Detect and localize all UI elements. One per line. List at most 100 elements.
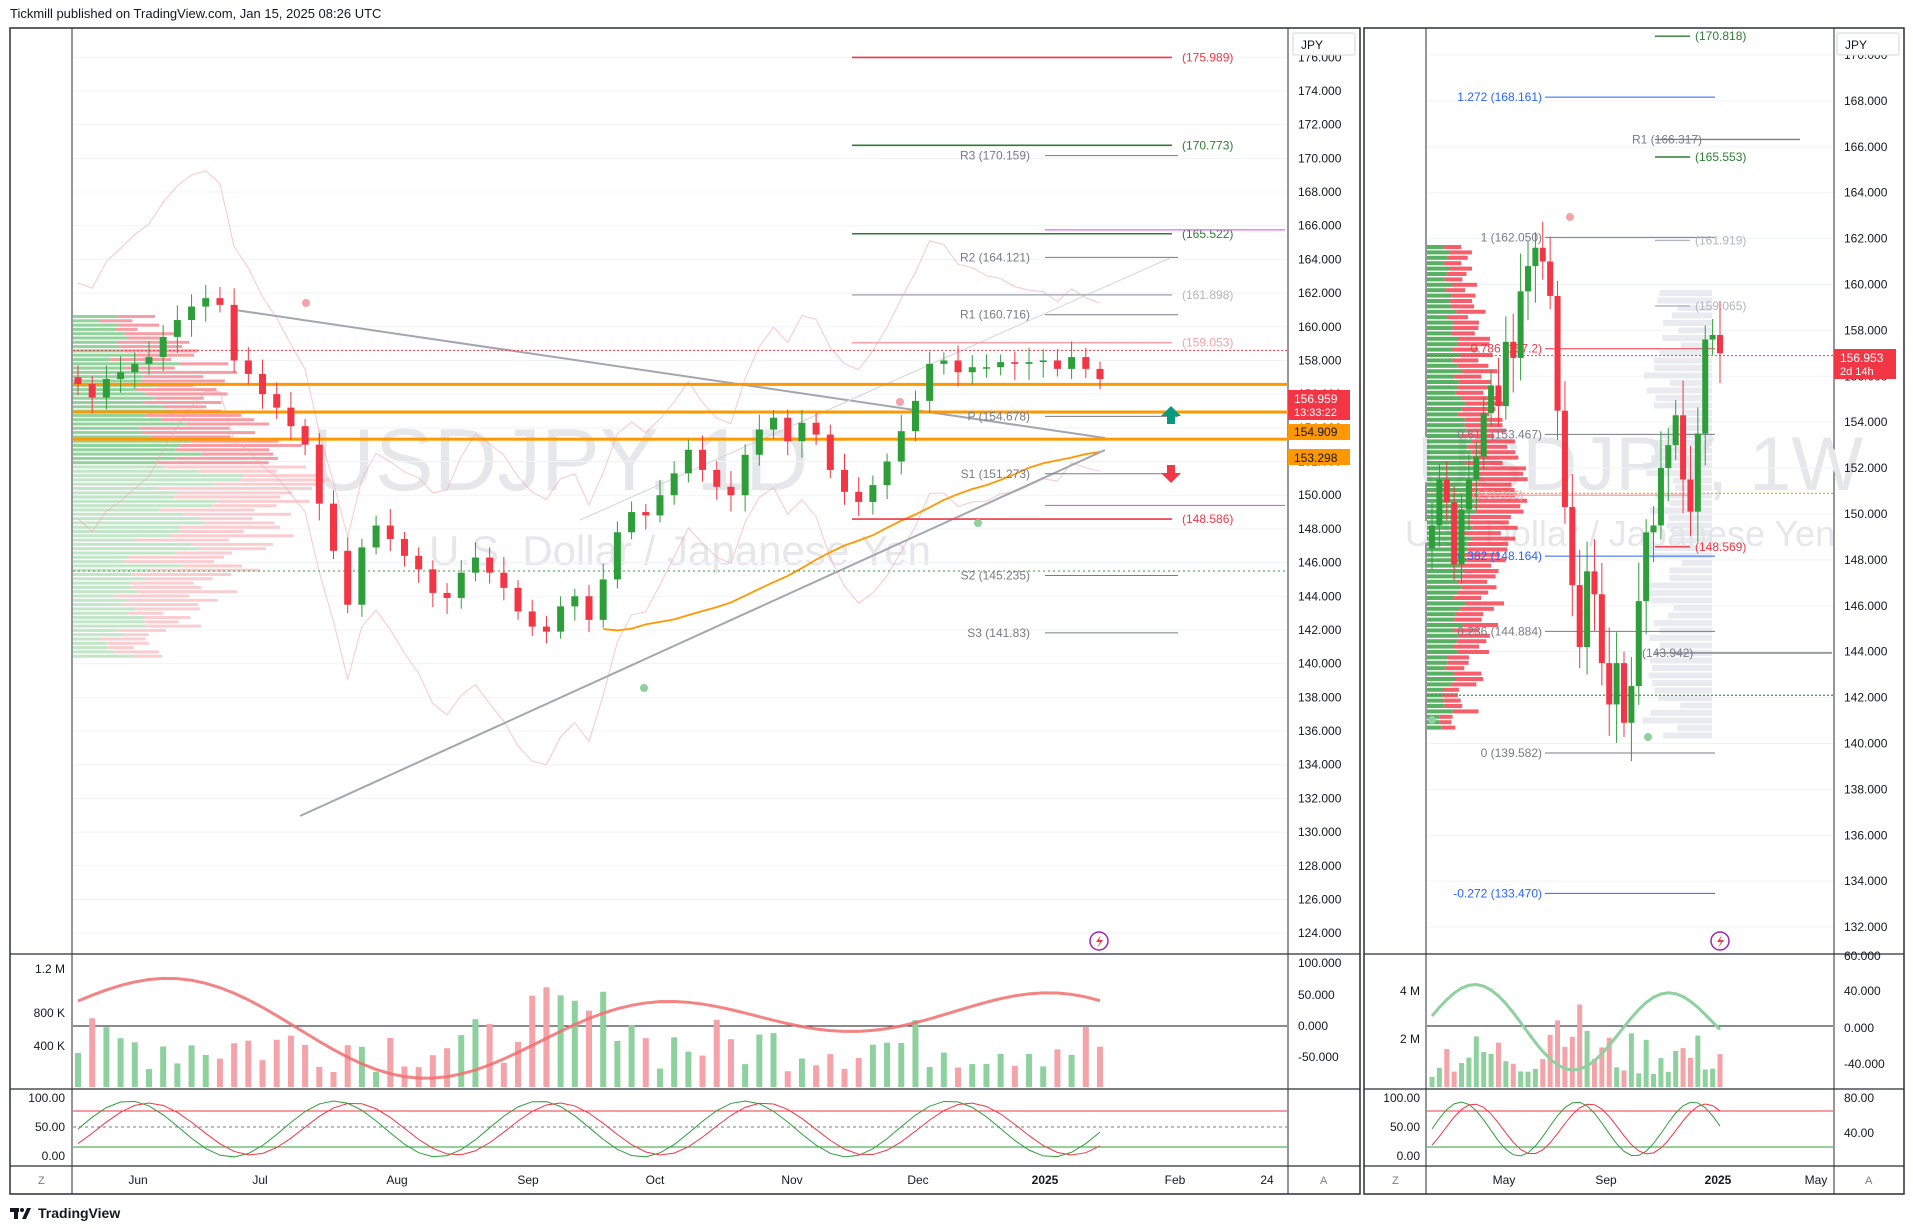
left-orange-zone <box>73 437 1288 441</box>
left-vp-bar-up <box>73 474 245 478</box>
right-vp-grey-bar <box>1657 297 1712 304</box>
right-y-tick: 138.000 <box>1844 782 1888 796</box>
left-candle-body <box>287 407 295 427</box>
right-auto-button[interactable]: A <box>1865 1175 1873 1187</box>
left-vp-bar-down <box>131 573 232 576</box>
right-volume-bar <box>1562 1046 1568 1087</box>
right-fib-label: 0.382 (148.164) <box>1457 549 1542 563</box>
left-volume-bar <box>1068 1054 1075 1087</box>
right-vp-bar-up <box>1427 504 1474 509</box>
left-volume-bar <box>713 1019 720 1087</box>
right-y-tick: 136.000 <box>1844 828 1888 842</box>
left-vp-bar-down <box>126 336 160 340</box>
right-candle-body <box>1547 261 1554 296</box>
left-candle-body <box>798 422 806 442</box>
left-descending-trendline <box>234 309 1106 439</box>
left-y-tick: 162.000 <box>1298 286 1342 300</box>
right-vp-bar-up <box>1427 342 1459 347</box>
right-vp-bar-down <box>1452 358 1479 363</box>
left-volume-bar <box>997 1053 1004 1087</box>
right-vp-bar-up <box>1427 569 1463 573</box>
right-candle-body <box>1554 295 1561 411</box>
left-candle-body <box>940 360 948 364</box>
right-vp-bar-down <box>1472 525 1518 530</box>
left-y-tick: 144.000 <box>1298 589 1342 603</box>
right-pivot-high-marker <box>1566 213 1574 221</box>
right-vp-bar-up <box>1427 552 1464 557</box>
left-candle-body <box>173 320 181 337</box>
left-volume-bar <box>1011 1065 1018 1087</box>
right-vp-bar-down <box>1457 363 1489 368</box>
right-vp-bar-down <box>1465 401 1505 406</box>
left-vp-bar-up <box>73 422 187 426</box>
left-vp-bar-up <box>73 616 145 619</box>
right-vp-bar-up <box>1427 471 1476 476</box>
left-level2-badge <box>1288 449 1350 465</box>
right-osc-tick: 60.000 <box>1844 949 1881 963</box>
left-vp-bar-up <box>73 336 127 340</box>
left-vp-bar-down <box>127 598 218 602</box>
up-arrow-icon <box>1161 406 1181 424</box>
left-auto-button[interactable]: A <box>1320 1175 1328 1187</box>
left-vp-bar-down <box>154 396 204 400</box>
left-y-tick: 140.000 <box>1298 657 1342 671</box>
right-volume-bar <box>1510 1063 1516 1087</box>
right-vp-grey-bar <box>1651 665 1712 671</box>
left-candle-body <box>415 555 423 570</box>
right-candle-body <box>1643 532 1650 602</box>
left-zoom-button[interactable]: Z <box>38 1175 45 1187</box>
left-currency-box[interactable] <box>1292 32 1356 56</box>
chart-workspace[interactable]: USDJPY, 1D U.S. Dollar / Japanese Yen US… <box>0 0 1913 1196</box>
left-vp-bar-down <box>240 478 331 482</box>
left-vp-bar-up <box>73 448 176 452</box>
left-volume-bar <box>287 1035 294 1087</box>
left-vp-bar-up <box>73 628 118 632</box>
right-vp-bar-down <box>1454 374 1482 379</box>
right-vp-bar-up <box>1427 477 1478 482</box>
left-level-label: (175.989) <box>1182 50 1233 64</box>
left-candle-body <box>1053 360 1061 369</box>
right-vp-grey-bar <box>1652 680 1712 686</box>
left-candle-body <box>259 373 267 395</box>
tradingview-brand[interactable]: TradingView <box>10 1205 120 1221</box>
left-oscillator-line <box>77 976 1101 1080</box>
left-vp-bar-down <box>128 611 164 615</box>
left-vp-bar-down <box>107 641 149 645</box>
right-currency-box[interactable] <box>1836 32 1900 56</box>
right-vp-bar-up <box>1427 434 1461 438</box>
left-y-tick: 136.000 <box>1298 724 1342 738</box>
left-volume-bar <box>685 1051 692 1087</box>
left-y-tick: 170.000 <box>1298 151 1342 165</box>
left-volume-bar <box>898 1042 905 1087</box>
left-volume-bar <box>869 1044 876 1087</box>
left-vp-bar-up <box>73 568 148 572</box>
left-vp-bar-down <box>212 504 277 508</box>
left-pivot-high-marker <box>896 398 904 406</box>
left-vp-bar-up <box>73 607 136 611</box>
left-volume-bar <box>671 1037 678 1087</box>
right-vp-bar-up <box>1427 547 1468 552</box>
right-vp-bar-down <box>1465 601 1505 606</box>
left-candle-body <box>699 449 707 470</box>
right-candle-body <box>1510 341 1517 358</box>
left-level1-badge <box>1288 424 1350 440</box>
left-candle-body <box>457 572 465 598</box>
right-vp-bar-down <box>1467 547 1508 552</box>
left-y-tick: 134.000 <box>1298 758 1342 772</box>
left-candle-body <box>230 304 238 361</box>
left-candle-body <box>713 469 721 487</box>
right-vp-grey-bar <box>1643 462 1712 469</box>
left-candle-body <box>897 431 905 462</box>
right-vp-bar-down <box>1453 628 1480 633</box>
left-vp-bar-down <box>117 315 155 318</box>
left-vp-bar-down <box>100 637 146 641</box>
left-candle-body <box>684 449 692 474</box>
left-candle-body <box>244 360 252 374</box>
right-volume-bar <box>1540 1059 1546 1087</box>
left-vp-bar-down <box>118 323 160 327</box>
left-level-label: (165.522) <box>1182 227 1233 241</box>
right-last-price-badge <box>1834 349 1896 379</box>
right-level-label: R1 (166.317) <box>1632 132 1702 146</box>
right-zoom-button[interactable]: Z <box>1392 1175 1399 1187</box>
left-vp-bar-down <box>145 413 242 417</box>
